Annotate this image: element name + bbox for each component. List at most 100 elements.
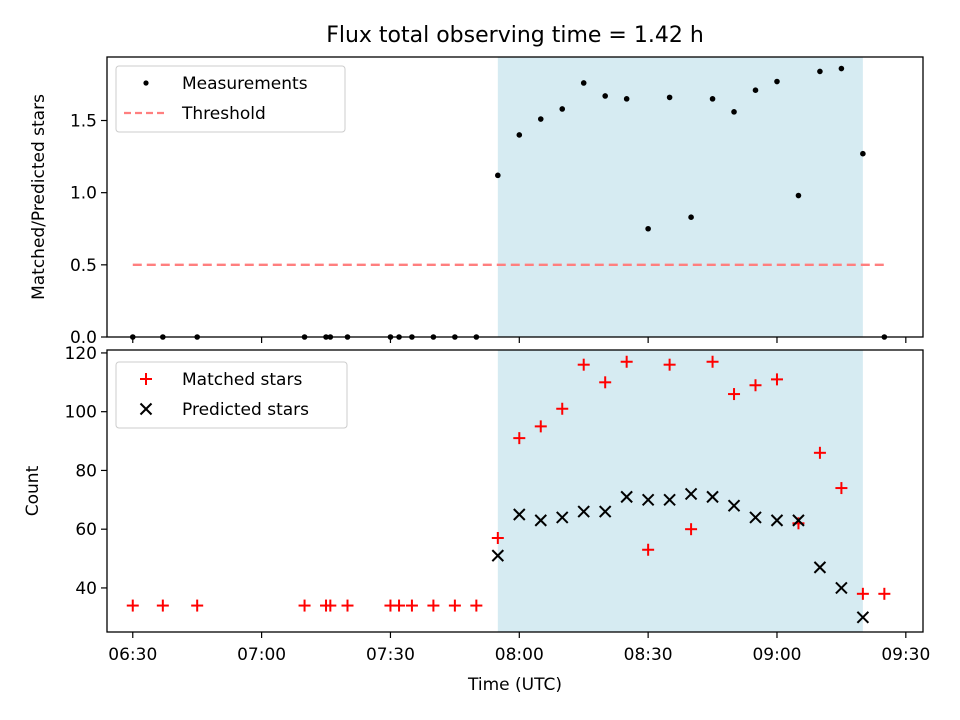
predicted-star-point (813, 561, 827, 574)
bottom-ytick-label: 100 (65, 403, 97, 423)
matched-star-point (448, 599, 461, 612)
predicted-star-point-b (663, 493, 676, 507)
predicted-star-point (598, 505, 612, 518)
bottom-ytick-label: 40 (75, 579, 97, 599)
bottom-legend: Matched stars Predicted stars (115, 361, 348, 429)
measurement-point (645, 225, 651, 232)
top-ytick-label: 1.5 (70, 112, 97, 132)
bottom-panel-ylabel: Count (23, 465, 43, 516)
predicted-star-point (556, 511, 569, 524)
predicted-star-point (513, 508, 526, 521)
measurement-point (860, 150, 866, 157)
predicted-star-point (534, 514, 547, 527)
predicted-star-point-b (491, 549, 505, 562)
bottom-panel-frame (106, 349, 924, 633)
predicted-star-point-b (792, 514, 805, 527)
predicted-star-point-b (684, 487, 698, 501)
bottom-panel: 40 60 80 100 120 06:30 07:00 07:30 08:00 08:30 09… (23, 344, 930, 695)
x-tick-label: 07:00 (237, 645, 286, 665)
predicted-star-point (770, 514, 784, 527)
x-tick-label: 06:30 (108, 645, 157, 665)
top-panel-ylabel: Matched/Predicted stars (29, 94, 49, 300)
predicted-star-point (663, 493, 676, 507)
matched-star-point (341, 599, 354, 612)
top-ytick-label: 0.5 (70, 256, 97, 276)
matched-star-point (599, 376, 612, 389)
measurement-point (602, 93, 608, 99)
matched-star-point (642, 543, 655, 556)
matched-star-point (706, 355, 719, 368)
matched-star-point (191, 599, 204, 612)
predicted-star-point (706, 490, 719, 504)
predicted-star-point (684, 487, 698, 501)
predicted-star-point-b (706, 490, 719, 504)
predicted-star-point-b (513, 508, 526, 521)
bottom-legend-frame (115, 361, 348, 429)
matched-star-point (427, 599, 440, 612)
predicted-star-point-b (749, 511, 762, 524)
predicted-star-point (577, 505, 590, 518)
matched-legend-label: Matched stars (182, 370, 302, 390)
predicted-star-point-b (534, 514, 547, 527)
predicted-star-point (749, 511, 762, 524)
matched-star-point (156, 599, 169, 612)
predicted-star-point-b (598, 505, 612, 518)
matched-star-point (577, 358, 590, 371)
measurement-point (817, 68, 823, 75)
predicted-star-point (856, 611, 870, 624)
x-tick-label: 09:30 (881, 645, 930, 665)
top-ytick-label: 0.0 (70, 328, 97, 348)
matched-star-point (534, 420, 547, 433)
predicted-legend-label: Predicted stars (182, 400, 309, 420)
matched-legend-marker (140, 373, 152, 385)
predicted-star-point-b (770, 514, 784, 527)
matched-star-point (878, 587, 891, 600)
measurement-point (688, 214, 694, 221)
matched-star-point (835, 482, 848, 495)
bottom-ytick-label: 120 (65, 344, 97, 364)
matched-star-point (491, 532, 504, 544)
top-legend-frame (115, 65, 346, 133)
matched-star-point (620, 355, 633, 368)
predicted-star-point-b (856, 611, 870, 624)
matched-star-point (324, 599, 337, 612)
measurements-legend-marker (143, 80, 149, 86)
predicted-star-point (727, 499, 741, 512)
bottom-ytick-label: 60 (75, 520, 97, 540)
measurement-point (709, 96, 716, 102)
matched-star-point (126, 599, 139, 612)
matched-star-point (470, 599, 483, 612)
x-axis-label: Time (UTC) (467, 675, 562, 695)
bottom-panel-shaded-region (497, 350, 863, 632)
predicted-star-point-b (835, 581, 848, 595)
matched-star-point (685, 523, 698, 536)
threshold-legend-label: Threshold (181, 104, 266, 124)
predicted-legend-glyph-b (139, 402, 153, 416)
predicted-star-point-b (620, 490, 633, 504)
measurement-point (752, 87, 759, 93)
measurement-point (495, 172, 501, 179)
measurement-point (559, 106, 566, 112)
matched-star-point (556, 402, 569, 415)
measurement-point (795, 192, 802, 199)
measurement-point (623, 96, 630, 102)
predicted-star-point (792, 514, 805, 527)
top-panel-shaded-region (497, 57, 863, 337)
predicted-star-point (835, 581, 848, 595)
x-tick-label: 08:00 (495, 645, 544, 665)
predicted-star-point-b (641, 493, 655, 507)
predicted-star-point (620, 490, 633, 504)
matched-star-point (749, 379, 762, 392)
measurement-point (580, 80, 587, 86)
predicted-legend-glyph (139, 402, 153, 416)
measurement-point (666, 94, 673, 101)
matched-star-point (663, 358, 676, 371)
predicted-legend-marker (139, 402, 153, 416)
matched-star-point (856, 587, 869, 600)
measurement-point (838, 65, 845, 72)
top-panel-frame (106, 56, 924, 338)
measurement-point (731, 109, 737, 115)
matched-star-point (728, 388, 741, 401)
top-ytick-label: 1.0 (70, 184, 97, 204)
